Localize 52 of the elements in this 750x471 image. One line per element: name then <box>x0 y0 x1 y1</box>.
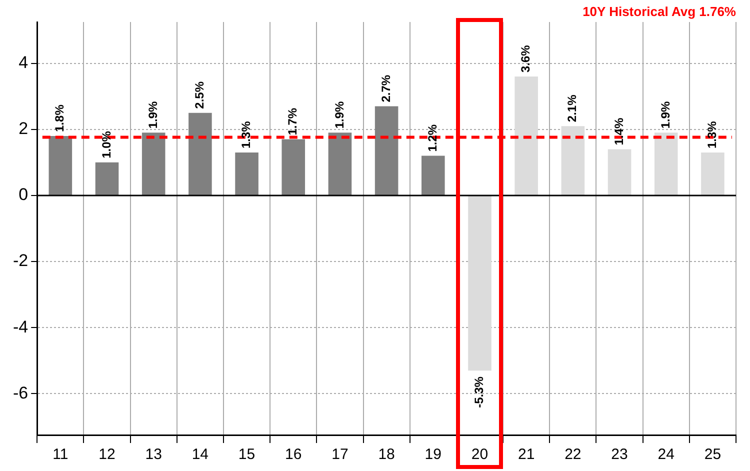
x-tick-label: 11 <box>52 446 68 464</box>
bar <box>422 156 445 195</box>
bar <box>95 162 119 195</box>
bar <box>561 126 585 195</box>
y-tick-label: 4 <box>18 52 28 72</box>
x-tick-label: 13 <box>145 446 162 464</box>
y-tick-label: 0 <box>18 185 28 204</box>
data-label: 1.9% <box>332 101 346 129</box>
data-label: 1.0% <box>99 130 114 158</box>
x-tick-label: 20 <box>471 446 488 464</box>
bar <box>514 76 538 195</box>
y-tick-label: -6 <box>12 383 28 402</box>
x-tick-label: 15 <box>238 446 256 464</box>
x-tick-label: 17 <box>332 446 348 464</box>
x-tick-label: 14 <box>192 446 209 464</box>
data-label: -5.3% <box>472 376 486 408</box>
x-tick-label: 22 <box>564 446 582 464</box>
data-label: 2.1% <box>565 94 580 122</box>
bar <box>468 196 492 371</box>
data-label: 1.3% <box>705 120 720 149</box>
data-label: 1.3% <box>239 120 254 149</box>
x-tick-label: 25 <box>704 446 722 464</box>
bar <box>142 132 166 195</box>
x-tick-label: 19 <box>424 446 442 464</box>
data-label: 1.7% <box>286 108 300 136</box>
bar <box>328 132 352 195</box>
bar <box>188 112 212 195</box>
x-tick-label: 16 <box>285 446 302 464</box>
bar <box>701 152 724 195</box>
bar <box>282 139 306 195</box>
x-tick-label: 23 <box>611 446 628 464</box>
data-label: 2.5% <box>192 81 206 109</box>
x-tick-label: 18 <box>378 446 395 464</box>
data-label: 1.9% <box>658 101 672 129</box>
y-tick-label: -2 <box>12 251 28 270</box>
bar <box>654 132 678 195</box>
data-label: 1.8% <box>52 104 67 132</box>
data-label: 1.4% <box>612 118 626 146</box>
data-label: 1.9% <box>146 101 160 129</box>
data-label: 1.2% <box>425 124 440 152</box>
bar <box>608 149 632 195</box>
x-tick-label: 12 <box>98 446 116 464</box>
data-label: 2.7% <box>378 74 393 102</box>
ref-line-label: 10Y Historical Avg 1.76% <box>582 4 736 20</box>
data-label: 3.6% <box>518 44 533 73</box>
y-tick-label: 2 <box>18 119 28 138</box>
x-tick-label: 24 <box>658 446 674 464</box>
bar <box>48 136 72 195</box>
bar <box>374 106 398 195</box>
bar <box>235 152 258 195</box>
y-tick-label: -4 <box>12 317 28 336</box>
x-tick-label: 21 <box>518 446 535 464</box>
